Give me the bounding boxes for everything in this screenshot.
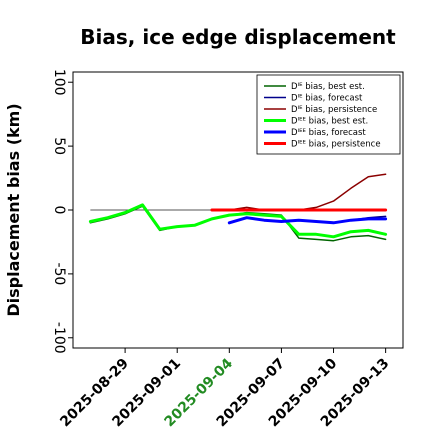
y-tick-label: 100 <box>51 69 67 96</box>
chart-title: Bias, ice edge displacement <box>80 25 396 49</box>
legend-box <box>256 74 401 155</box>
series-line-3 <box>88 203 388 239</box>
legend-entry-label: Dᴵᴱᴱ bias, best est. <box>291 117 368 127</box>
legend-entry-label: Dᴵᴱ bias, best est. <box>291 82 365 92</box>
legend-entry-label: Dᴵᴱ bias, forecast <box>291 94 363 104</box>
y-tick-label: -100 <box>51 322 67 354</box>
y-axis-label: Displacement bias (km) <box>4 103 23 316</box>
series-layer <box>88 173 388 242</box>
x-axis: 2025-08-292025-09-012025-09-042025-09-07… <box>57 348 392 430</box>
legend-entry-label: Dᴵᴱᴱ bias, forecast <box>291 128 366 138</box>
y-tick-label: 0 <box>51 206 67 215</box>
y-tick-label: 50 <box>51 137 67 155</box>
legend-entry-label: Dᴵᴱ bias, persistence <box>291 105 377 115</box>
y-tick-label: -50 <box>51 262 67 285</box>
series-line-4 <box>227 216 388 225</box>
legend: Dᴵᴱ bias, best est.Dᴵᴱ bias, forecastDᴵᴱ… <box>256 74 401 155</box>
y-axis: 100 50 0 -50 -100 <box>51 69 73 354</box>
legend-entry-label: Dᴵᴱᴱ bias, persistence <box>291 140 381 150</box>
